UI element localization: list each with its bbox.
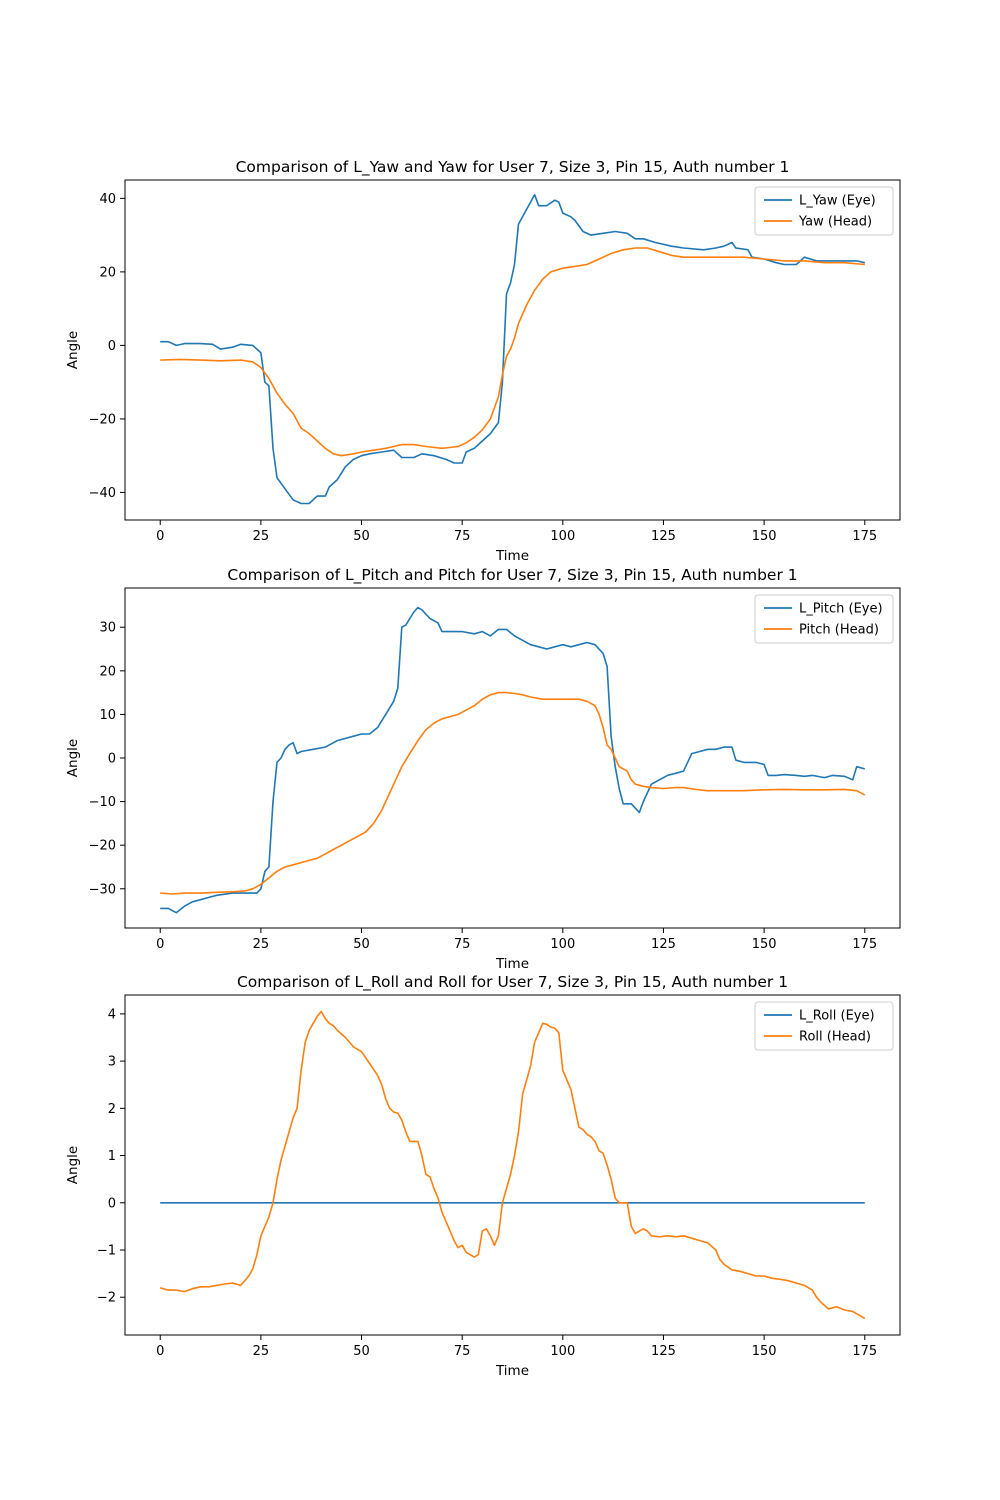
y-axis-label: Angle — [65, 739, 81, 777]
y-axis-label: Angle — [65, 331, 81, 369]
legend-label-head: Yaw (Head) — [798, 215, 872, 230]
legend-label-head: Roll (Head) — [799, 1030, 871, 1045]
y-tick-label: −10 — [89, 795, 116, 810]
series-line-head — [159, 1010, 866, 1320]
y-tick-label: 30 — [99, 621, 116, 636]
x-axis-label: Time — [495, 548, 529, 564]
x-tick-label: 175 — [852, 1344, 877, 1359]
y-tick-label: 0 — [108, 1196, 116, 1211]
x-tick-label: 50 — [353, 1344, 370, 1359]
plot-frame — [124, 994, 901, 1336]
x-axis-label: Time — [495, 1363, 529, 1379]
y-tick-label: 20 — [99, 265, 116, 280]
x-tick-label: 75 — [454, 529, 471, 544]
y-tick-label: −30 — [89, 882, 116, 897]
x-tick-label: 0 — [156, 937, 164, 952]
chart-panel-2: Comparison of L_Pitch and Pitch for User… — [65, 566, 901, 972]
chart-panel-3: Comparison of L_Roll and Roll for User 7… — [65, 973, 901, 1379]
x-tick-label: 125 — [651, 1344, 676, 1359]
x-tick-label: 0 — [156, 1344, 164, 1359]
x-tick-label: 150 — [752, 937, 777, 952]
series-line-eye — [160, 606, 866, 914]
x-tick-label: 150 — [752, 529, 777, 544]
legend: L_Roll (Eye) Roll (Head) — [754, 1001, 894, 1051]
legend-label-eye: L_Yaw (Eye) — [799, 194, 876, 209]
y-tick-label: 0 — [108, 339, 116, 354]
legend-label-head: Pitch (Head) — [799, 623, 879, 638]
y-tick-label: −1 — [97, 1244, 116, 1259]
legend-box — [754, 1001, 894, 1051]
x-tick-label: 125 — [651, 529, 676, 544]
x-tick-label: 175 — [852, 937, 877, 952]
x-tick-label: 100 — [550, 529, 575, 544]
x-tick-label: 75 — [454, 1344, 471, 1359]
x-tick-label: 75 — [454, 937, 471, 952]
x-tick-label: 25 — [253, 1344, 270, 1359]
series-line-eye — [160, 193, 865, 505]
y-tick-label: −40 — [89, 486, 116, 501]
x-tick-label: 50 — [353, 937, 370, 952]
x-tick-label: 175 — [852, 529, 877, 544]
legend-box — [754, 186, 894, 236]
chart-title: Comparison of L_Roll and Roll for User 7… — [237, 973, 788, 992]
x-tick-label: 25 — [253, 937, 270, 952]
y-tick-label: 0 — [108, 752, 116, 767]
y-tick-label: 2 — [108, 1102, 116, 1117]
legend-box — [754, 594, 894, 644]
series-line-head — [160, 247, 865, 457]
plot-frame — [124, 179, 901, 521]
y-tick-label: 40 — [99, 192, 116, 207]
x-tick-label: 25 — [253, 529, 270, 544]
y-tick-label: 1 — [108, 1149, 116, 1164]
y-tick-label: 10 — [99, 708, 116, 723]
y-axis-label: Angle — [65, 1146, 81, 1184]
legend-label-eye: L_Pitch (Eye) — [799, 602, 883, 617]
y-tick-label: −2 — [97, 1291, 116, 1306]
y-tick-label: 4 — [108, 1007, 116, 1022]
legend-label-eye: L_Roll (Eye) — [799, 1009, 875, 1024]
x-axis-label: Time — [495, 956, 529, 972]
y-tick-label: 3 — [108, 1055, 116, 1070]
x-tick-label: 150 — [752, 1344, 777, 1359]
chart-title: Comparison of L_Yaw and Yaw for User 7, … — [236, 158, 790, 177]
plot-frame — [124, 587, 901, 929]
y-tick-label: −20 — [89, 412, 116, 427]
chart-title: Comparison of L_Pitch and Pitch for User… — [227, 566, 797, 585]
legend: L_Pitch (Eye) Pitch (Head) — [754, 594, 894, 644]
x-tick-label: 0 — [156, 529, 164, 544]
series-line-head — [160, 691, 866, 895]
y-tick-label: 20 — [99, 664, 116, 679]
x-tick-label: 100 — [550, 937, 575, 952]
x-tick-label: 100 — [550, 1344, 575, 1359]
legend: L_Yaw (Eye) Yaw (Head) — [754, 186, 894, 236]
chart-panel-1: Comparison of L_Yaw and Yaw for User 7, … — [65, 158, 901, 564]
y-tick-label: −20 — [89, 839, 116, 854]
x-tick-label: 50 — [353, 529, 370, 544]
x-tick-label: 125 — [651, 937, 676, 952]
